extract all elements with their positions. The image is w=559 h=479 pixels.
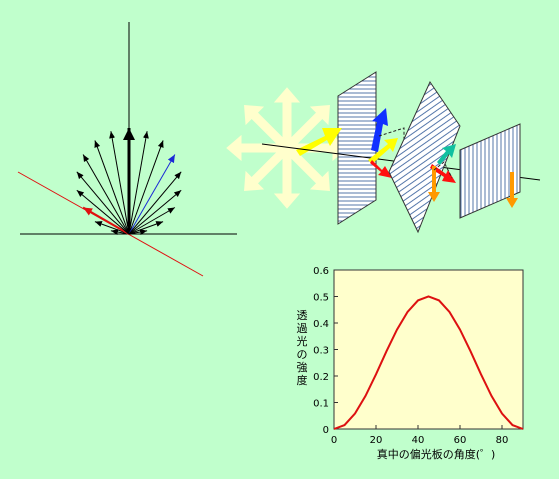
plot-area xyxy=(333,269,524,430)
x-axis-label: 真中の偏光板の角度(゜) xyxy=(377,447,496,461)
y-axis-label-char: 度 xyxy=(297,373,308,387)
fan-ray xyxy=(76,189,130,235)
y-tick-label: 0.2 xyxy=(313,372,329,383)
fan-ray-blue xyxy=(128,154,176,235)
fan-ray xyxy=(128,189,182,235)
y-tick-label: 0.6 xyxy=(313,266,329,277)
three-polarizer-diagram xyxy=(226,71,541,234)
polarization-fan-diagram xyxy=(17,22,237,277)
y-tick-label: 0.4 xyxy=(313,319,329,330)
yellow-arrow-small xyxy=(368,138,398,164)
y-axis-label-char: 透 xyxy=(297,309,308,322)
red-arrow-2 xyxy=(430,164,456,183)
unpolarized-star xyxy=(226,87,348,209)
fan-ray xyxy=(76,171,130,235)
red-arrow xyxy=(370,160,392,178)
x-axis-ticks: 0 20 40 60 80 xyxy=(331,425,509,446)
fan-ray xyxy=(128,221,164,235)
x-tick-label: 60 xyxy=(454,435,467,446)
yellow-arrow xyxy=(296,128,342,156)
fan-rays xyxy=(76,128,182,235)
orange-arrow xyxy=(428,166,440,202)
y-tick-label: 0 xyxy=(323,425,329,436)
fan-ray xyxy=(128,229,148,235)
y-axis-label-char: の xyxy=(297,348,308,361)
fan-ray-red xyxy=(82,206,130,235)
fan-ray xyxy=(109,131,130,235)
fan-ray xyxy=(82,154,130,235)
x-tick-label: 80 xyxy=(496,435,509,446)
y-axis-label-char: 強 xyxy=(297,361,308,374)
fan-ray xyxy=(94,140,130,235)
x-tick-label: 40 xyxy=(412,435,425,446)
fan-ray xyxy=(94,221,130,235)
orange-arrow-output xyxy=(506,172,518,208)
projection-guide-2 xyxy=(433,161,453,179)
intensity-curve xyxy=(333,295,524,430)
x-tick-label: 0 xyxy=(331,435,337,446)
blue-arrow xyxy=(371,108,388,152)
middle-polarizer xyxy=(388,80,461,234)
fan-ray xyxy=(110,229,130,235)
fan-ray xyxy=(128,131,149,235)
y-axis-label-char: 過 xyxy=(297,322,308,335)
intensity-chart: 0 0.1 0.2 0.3 0.4 0.5 0.6 0 20 40 60 80 真中の偏光板の角度(… xyxy=(297,266,524,461)
fan-ray xyxy=(128,140,164,235)
y-axis-label-char: 光 xyxy=(297,334,308,348)
y-tick-label: 0.5 xyxy=(313,293,329,304)
first-polarizer xyxy=(337,71,377,225)
fan-ray xyxy=(128,171,182,235)
x-tick-label: 20 xyxy=(370,435,383,446)
last-polarizer xyxy=(459,123,521,219)
y-tick-label: 0.1 xyxy=(313,399,329,410)
teal-arrow xyxy=(437,144,456,165)
y-tick-label: 0.3 xyxy=(313,346,329,357)
fan-ray xyxy=(128,207,176,235)
